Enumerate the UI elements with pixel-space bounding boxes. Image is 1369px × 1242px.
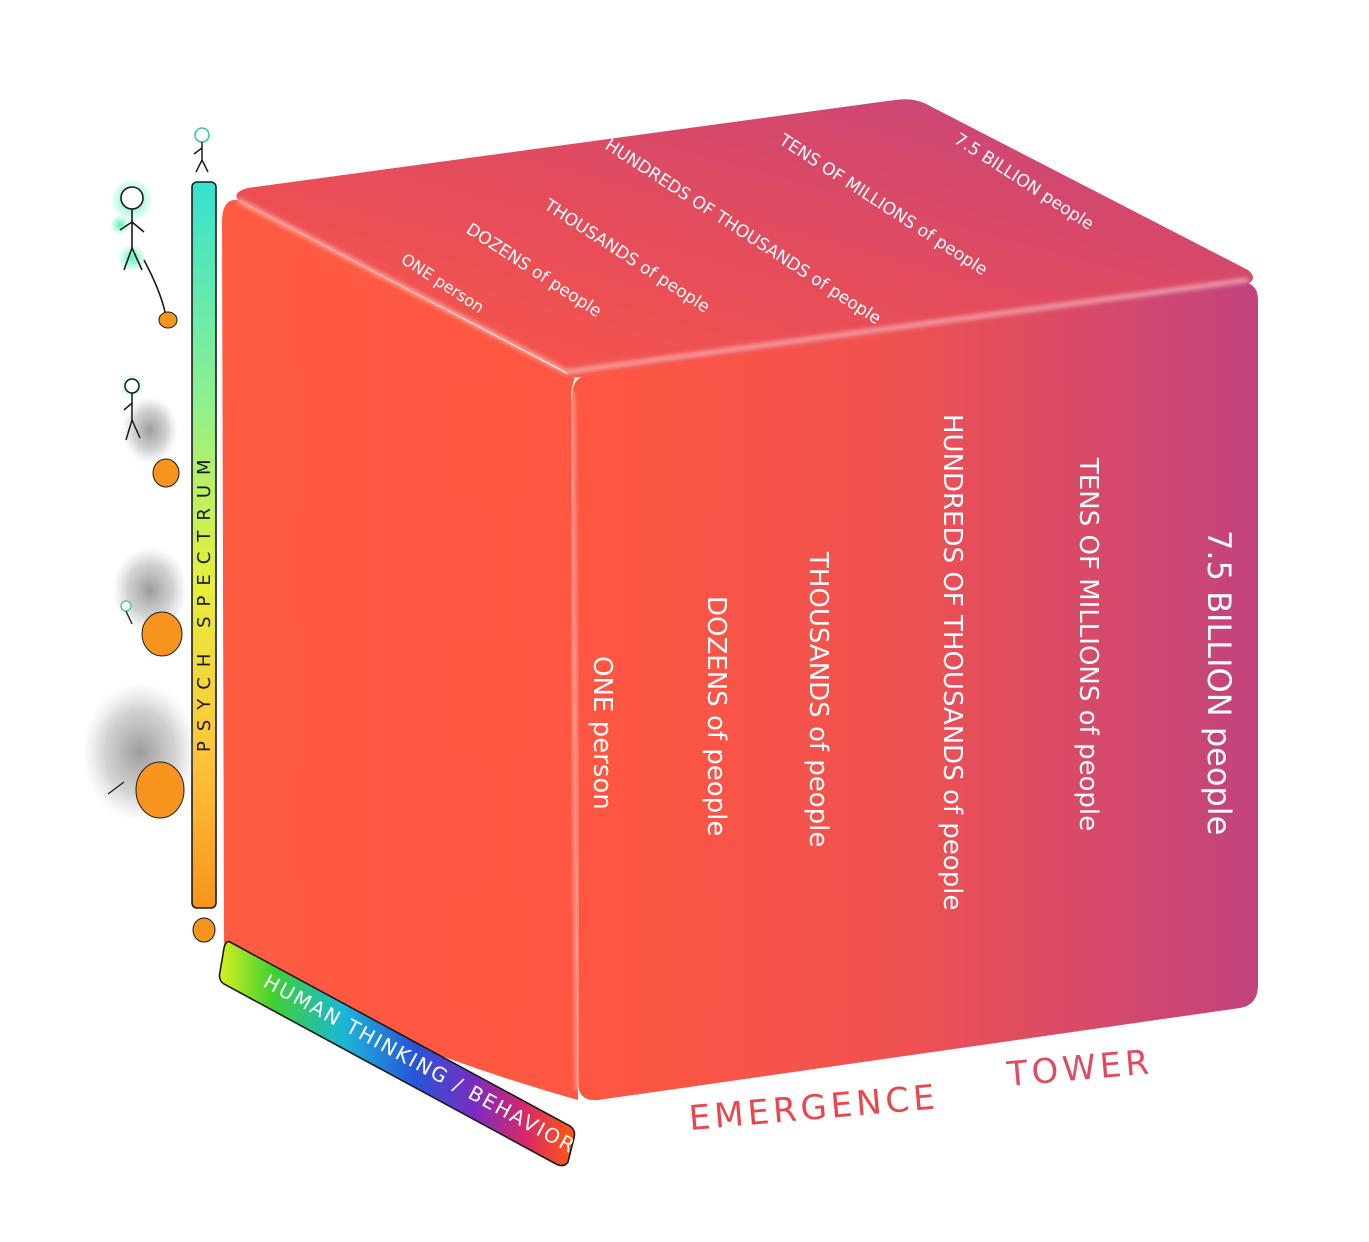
cube-left-face <box>222 199 578 1100</box>
cube-edge-highlight <box>236 197 1249 375</box>
cube-front-face <box>572 282 1258 1101</box>
psych-spectrum-label: PSYCH SPECTRUM <box>194 449 215 752</box>
stick-figure-with-smoke-icon <box>120 374 178 464</box>
cube-top-face <box>236 99 1253 378</box>
front-label: 7.5 BILLION people <box>1200 530 1238 835</box>
caption-tower: TOWER <box>1004 1042 1154 1095</box>
small-creature-icon <box>158 311 178 329</box>
psych-spectrum-axis: PSYCH SPECTRUM <box>191 181 217 909</box>
psych-spectrum-bar <box>191 181 217 909</box>
cube <box>222 99 1258 1101</box>
tiny-creature-icon <box>192 917 216 943</box>
front-label: DOZENS of people <box>701 596 731 836</box>
tiny-stick-figure-icon <box>193 127 210 173</box>
front-label: THOUSANDS of people <box>803 551 833 847</box>
front-face-labels: ONE person DOZENS of people THOUSANDS of… <box>587 414 1238 910</box>
front-label: HUNDREDS OF THOUSANDS of people <box>937 414 967 910</box>
front-label: TENS OF MILLIONS of people <box>1073 457 1103 831</box>
medium-creature-icon <box>152 458 180 488</box>
cube-vertical-edge-highlight <box>569 391 581 1091</box>
caption-emergence: EMERGENCE <box>687 1077 940 1139</box>
front-label: ONE person <box>587 656 617 810</box>
human-thinking-bar <box>218 940 576 1167</box>
glowing-figure-icon <box>110 178 166 313</box>
large-creature-in-smoke-icon <box>82 682 198 822</box>
creature-with-smoke-icon <box>112 546 188 657</box>
